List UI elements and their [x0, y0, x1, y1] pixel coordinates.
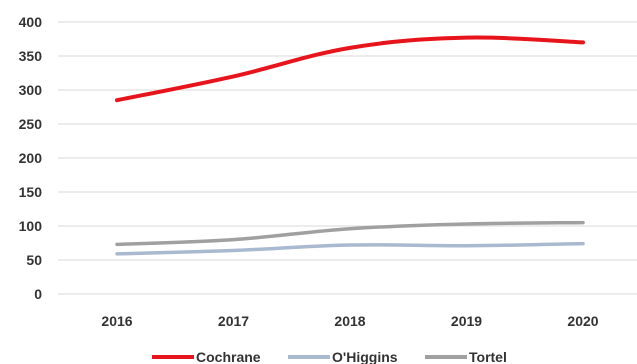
- x-tick-label: 2017: [218, 313, 249, 329]
- y-tick-label: 300: [19, 82, 43, 98]
- y-tick-label: 250: [19, 116, 43, 132]
- y-tick-label: 0: [34, 286, 42, 302]
- legend-label: Tortel: [469, 349, 507, 364]
- y-axis-ticks: 0 50 100 150 200 250 300 350 400: [19, 14, 43, 302]
- series-line-ohiggins: [115, 241, 585, 256]
- series-lines: [115, 35, 585, 256]
- x-axis-ticks: 2016 2017 2018 2019 2020: [101, 313, 598, 329]
- legend: Cochrane O'Higgins Tortel: [152, 349, 507, 364]
- legend-label: Cochrane: [196, 349, 261, 364]
- y-tick-label: 400: [19, 14, 43, 30]
- x-tick-label: 2018: [334, 313, 365, 329]
- legend-label: O'Higgins: [332, 349, 398, 364]
- x-tick-label: 2016: [101, 313, 132, 329]
- series-line-tortel: [115, 220, 585, 247]
- x-tick-label: 2019: [451, 313, 482, 329]
- series-line-cochrane: [115, 35, 585, 103]
- y-tick-label: 50: [26, 252, 42, 268]
- y-tick-label: 150: [19, 184, 43, 200]
- gridlines: [58, 21, 637, 295]
- y-tick-label: 200: [19, 150, 43, 166]
- y-tick-label: 100: [19, 218, 43, 234]
- y-tick-label: 350: [19, 48, 43, 64]
- x-tick-label: 2020: [567, 313, 598, 329]
